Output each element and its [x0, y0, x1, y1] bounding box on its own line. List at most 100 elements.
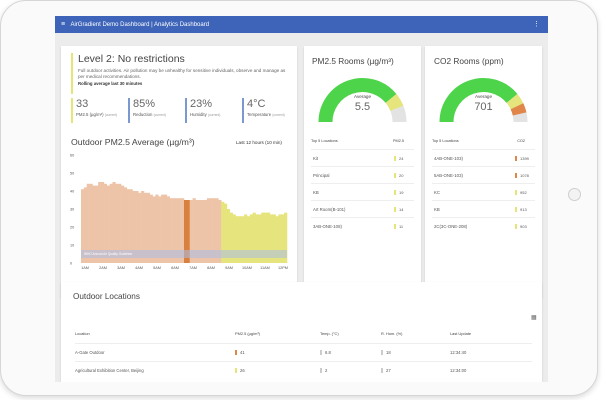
co2-average-gauge	[439, 78, 528, 123]
stat-value: 33	[76, 98, 89, 110]
gauge-green-segment	[439, 78, 518, 123]
chart-bar	[89, 183, 93, 263]
chart-bar	[166, 196, 170, 263]
chart-bar	[201, 200, 205, 263]
chart-bar	[224, 203, 228, 263]
chart-bar	[238, 216, 242, 263]
chart-bar	[163, 194, 168, 263]
chart-bar	[275, 216, 279, 263]
outdoor-chart-range[interactable]: Last 12 hours (10 min)	[236, 140, 282, 145]
chart-bar	[218, 200, 222, 263]
x-tick-label: 1AM	[81, 266, 89, 270]
y-tick-label: 0	[70, 262, 72, 266]
chart-bar	[261, 212, 265, 263]
chart-bar	[169, 198, 173, 263]
y-tick-label: 30	[70, 208, 74, 212]
stat-temperature: 4°C Temperature (current)	[242, 98, 297, 123]
co2-rooms-card: CO2 Rooms (ppm) Average 701 Top 5 Locati…	[425, 46, 542, 298]
x-tick-label: 6AM	[171, 266, 179, 270]
chart-bar	[129, 189, 133, 263]
chart-bar	[138, 192, 142, 263]
table-row[interactable]: KC 952	[432, 183, 535, 200]
table-row[interactable]: 5AB-ONE-103) 1078	[432, 166, 535, 183]
chart-bar	[115, 183, 119, 263]
stat-value: 4°C	[247, 98, 266, 110]
more-options-icon[interactable]: ⋮	[533, 21, 540, 28]
chart-bar	[172, 198, 176, 263]
stat-humidity: 23% Humidity (current)	[185, 98, 240, 123]
table-row[interactable]: A-Gate Outdoor 41 6.8 18 12:34:40	[75, 343, 532, 361]
chart-bar	[232, 214, 236, 263]
chart-bar	[241, 216, 245, 263]
y-tick-label: 50	[70, 172, 74, 176]
chart-bar	[278, 214, 282, 263]
x-tick-label: 5AM	[153, 266, 161, 270]
outdoor-pm25-chart[interactable]: 60 50 40 30 20 10 0 WHO Annual Air Quality Guid…	[69, 149, 293, 291]
y-tick-label: 10	[70, 244, 74, 248]
chart-bar	[86, 183, 90, 263]
table-row[interactable]: Agricultural Exhibition Center, Beijing …	[75, 361, 532, 379]
gauge-label: Average	[474, 94, 493, 99]
chart-bar	[255, 214, 259, 263]
chart-bar	[98, 182, 102, 263]
table-row[interactable]: 3AB-ONE-108) 11	[311, 217, 414, 234]
x-tick-label: 3AM	[117, 266, 125, 270]
table-row[interactable]: KB 19	[311, 183, 414, 200]
stat-value: 23%	[190, 98, 213, 110]
co2-rooms-title: CO2 Rooms (ppm)	[434, 56, 504, 66]
chart-bar	[143, 192, 148, 263]
chart-bar	[264, 212, 268, 263]
table-row[interactable]: Kit 24	[311, 149, 414, 166]
stat-label: Temperature (current)	[247, 112, 285, 117]
chart-bar	[106, 185, 110, 263]
y-tick-label: 40	[70, 190, 74, 194]
table-header: Top 5 Locations CO2	[432, 139, 525, 143]
pm25-rooms-title: PM2.5 Rooms (µg/m³)	[312, 56, 394, 66]
chart-bar	[184, 200, 188, 263]
chart-bar	[161, 194, 165, 263]
table-row[interactable]: KB 913	[432, 200, 535, 217]
dashboard-screen: ≡ AirGradient Demo Dashboard | Analytics…	[55, 16, 548, 382]
chart-bar	[258, 214, 262, 263]
level-description: Full outdoor activities. Air pollution m…	[78, 68, 286, 79]
chart-bar	[118, 183, 122, 263]
chart-bar	[103, 183, 108, 263]
gauge-label: Average	[353, 94, 372, 99]
level-title: Level 2: No restrictions	[78, 53, 185, 65]
chart-bar	[152, 196, 156, 263]
chart-bar	[249, 214, 253, 263]
gauge-yellow-segment	[385, 93, 404, 112]
chart-bar	[112, 182, 116, 263]
chart-bar	[284, 212, 288, 263]
chart-bar	[229, 212, 233, 263]
chart-bar	[121, 185, 125, 263]
x-tick-label: 8AM	[207, 266, 215, 270]
chart-bar	[281, 214, 285, 263]
pm25-rooms-card: PM2.5 Rooms (µg/m³) Average 5.5 Top 5 Lo…	[304, 46, 421, 298]
chart-bar	[181, 198, 185, 263]
chart-bar	[155, 194, 159, 263]
chart-bar	[212, 198, 216, 263]
menu-icon[interactable]: ≡	[61, 21, 66, 28]
table-header: Location PM2.5 (µg/m³) Temp. (°C) R. Hum…	[75, 331, 471, 336]
chart-bar	[92, 185, 96, 263]
table-row[interactable]: 4AB-ONE-103) 1399	[432, 149, 535, 166]
chart-bar	[149, 194, 153, 263]
y-tick-label: 60	[70, 154, 74, 158]
air-quality-level: Level 2: No restrictions Full outdoor ac…	[71, 53, 291, 94]
stat-label: Reduction (current)	[133, 112, 167, 117]
table-row[interactable]: Principal 20	[311, 166, 414, 183]
chart-bar	[81, 189, 85, 263]
home-button[interactable]	[568, 188, 581, 201]
chart-bar	[132, 191, 136, 263]
chart-bar	[141, 191, 145, 263]
table-row[interactable]: 2C(3C-ONE-208) 903	[432, 217, 535, 234]
stat-value: 85%	[133, 98, 156, 110]
chart-bar	[189, 200, 193, 263]
y-tick-label: 20	[70, 226, 74, 230]
gauge-green-segment	[318, 78, 397, 123]
chart-bar	[246, 216, 251, 263]
list-view-icon[interactable]: ▦	[531, 315, 537, 321]
table-row[interactable]: Art Room(B-101) 14	[311, 200, 414, 217]
chart-bar	[204, 200, 208, 263]
